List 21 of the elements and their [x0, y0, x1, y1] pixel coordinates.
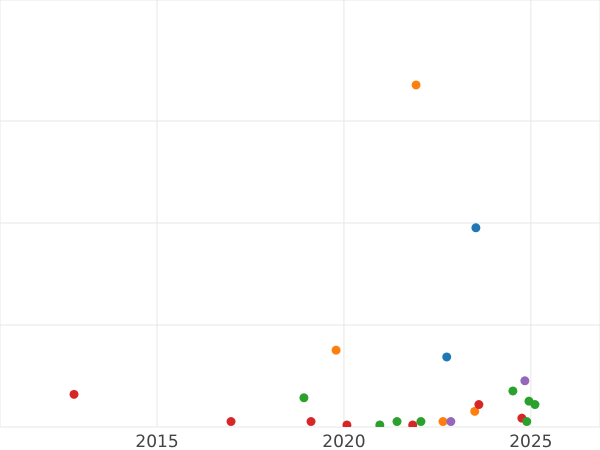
- point: [306, 417, 316, 426]
- point: [438, 417, 448, 426]
- point: [446, 417, 456, 426]
- point: [226, 417, 236, 426]
- point: [416, 417, 426, 426]
- x-tick-label: 2025: [509, 432, 552, 450]
- point: [522, 417, 532, 426]
- point: [70, 390, 79, 399]
- point: [471, 223, 480, 232]
- x-tick-label: 2015: [135, 432, 179, 450]
- x-tick-label: 2020: [322, 432, 366, 450]
- point: [332, 346, 341, 355]
- point: [474, 400, 484, 410]
- point: [412, 80, 421, 90]
- point: [392, 417, 402, 426]
- point: [442, 352, 452, 362]
- point: [470, 406, 480, 416]
- point: [520, 376, 530, 386]
- point: [530, 400, 540, 410]
- point: [299, 393, 308, 402]
- point: [508, 386, 518, 396]
